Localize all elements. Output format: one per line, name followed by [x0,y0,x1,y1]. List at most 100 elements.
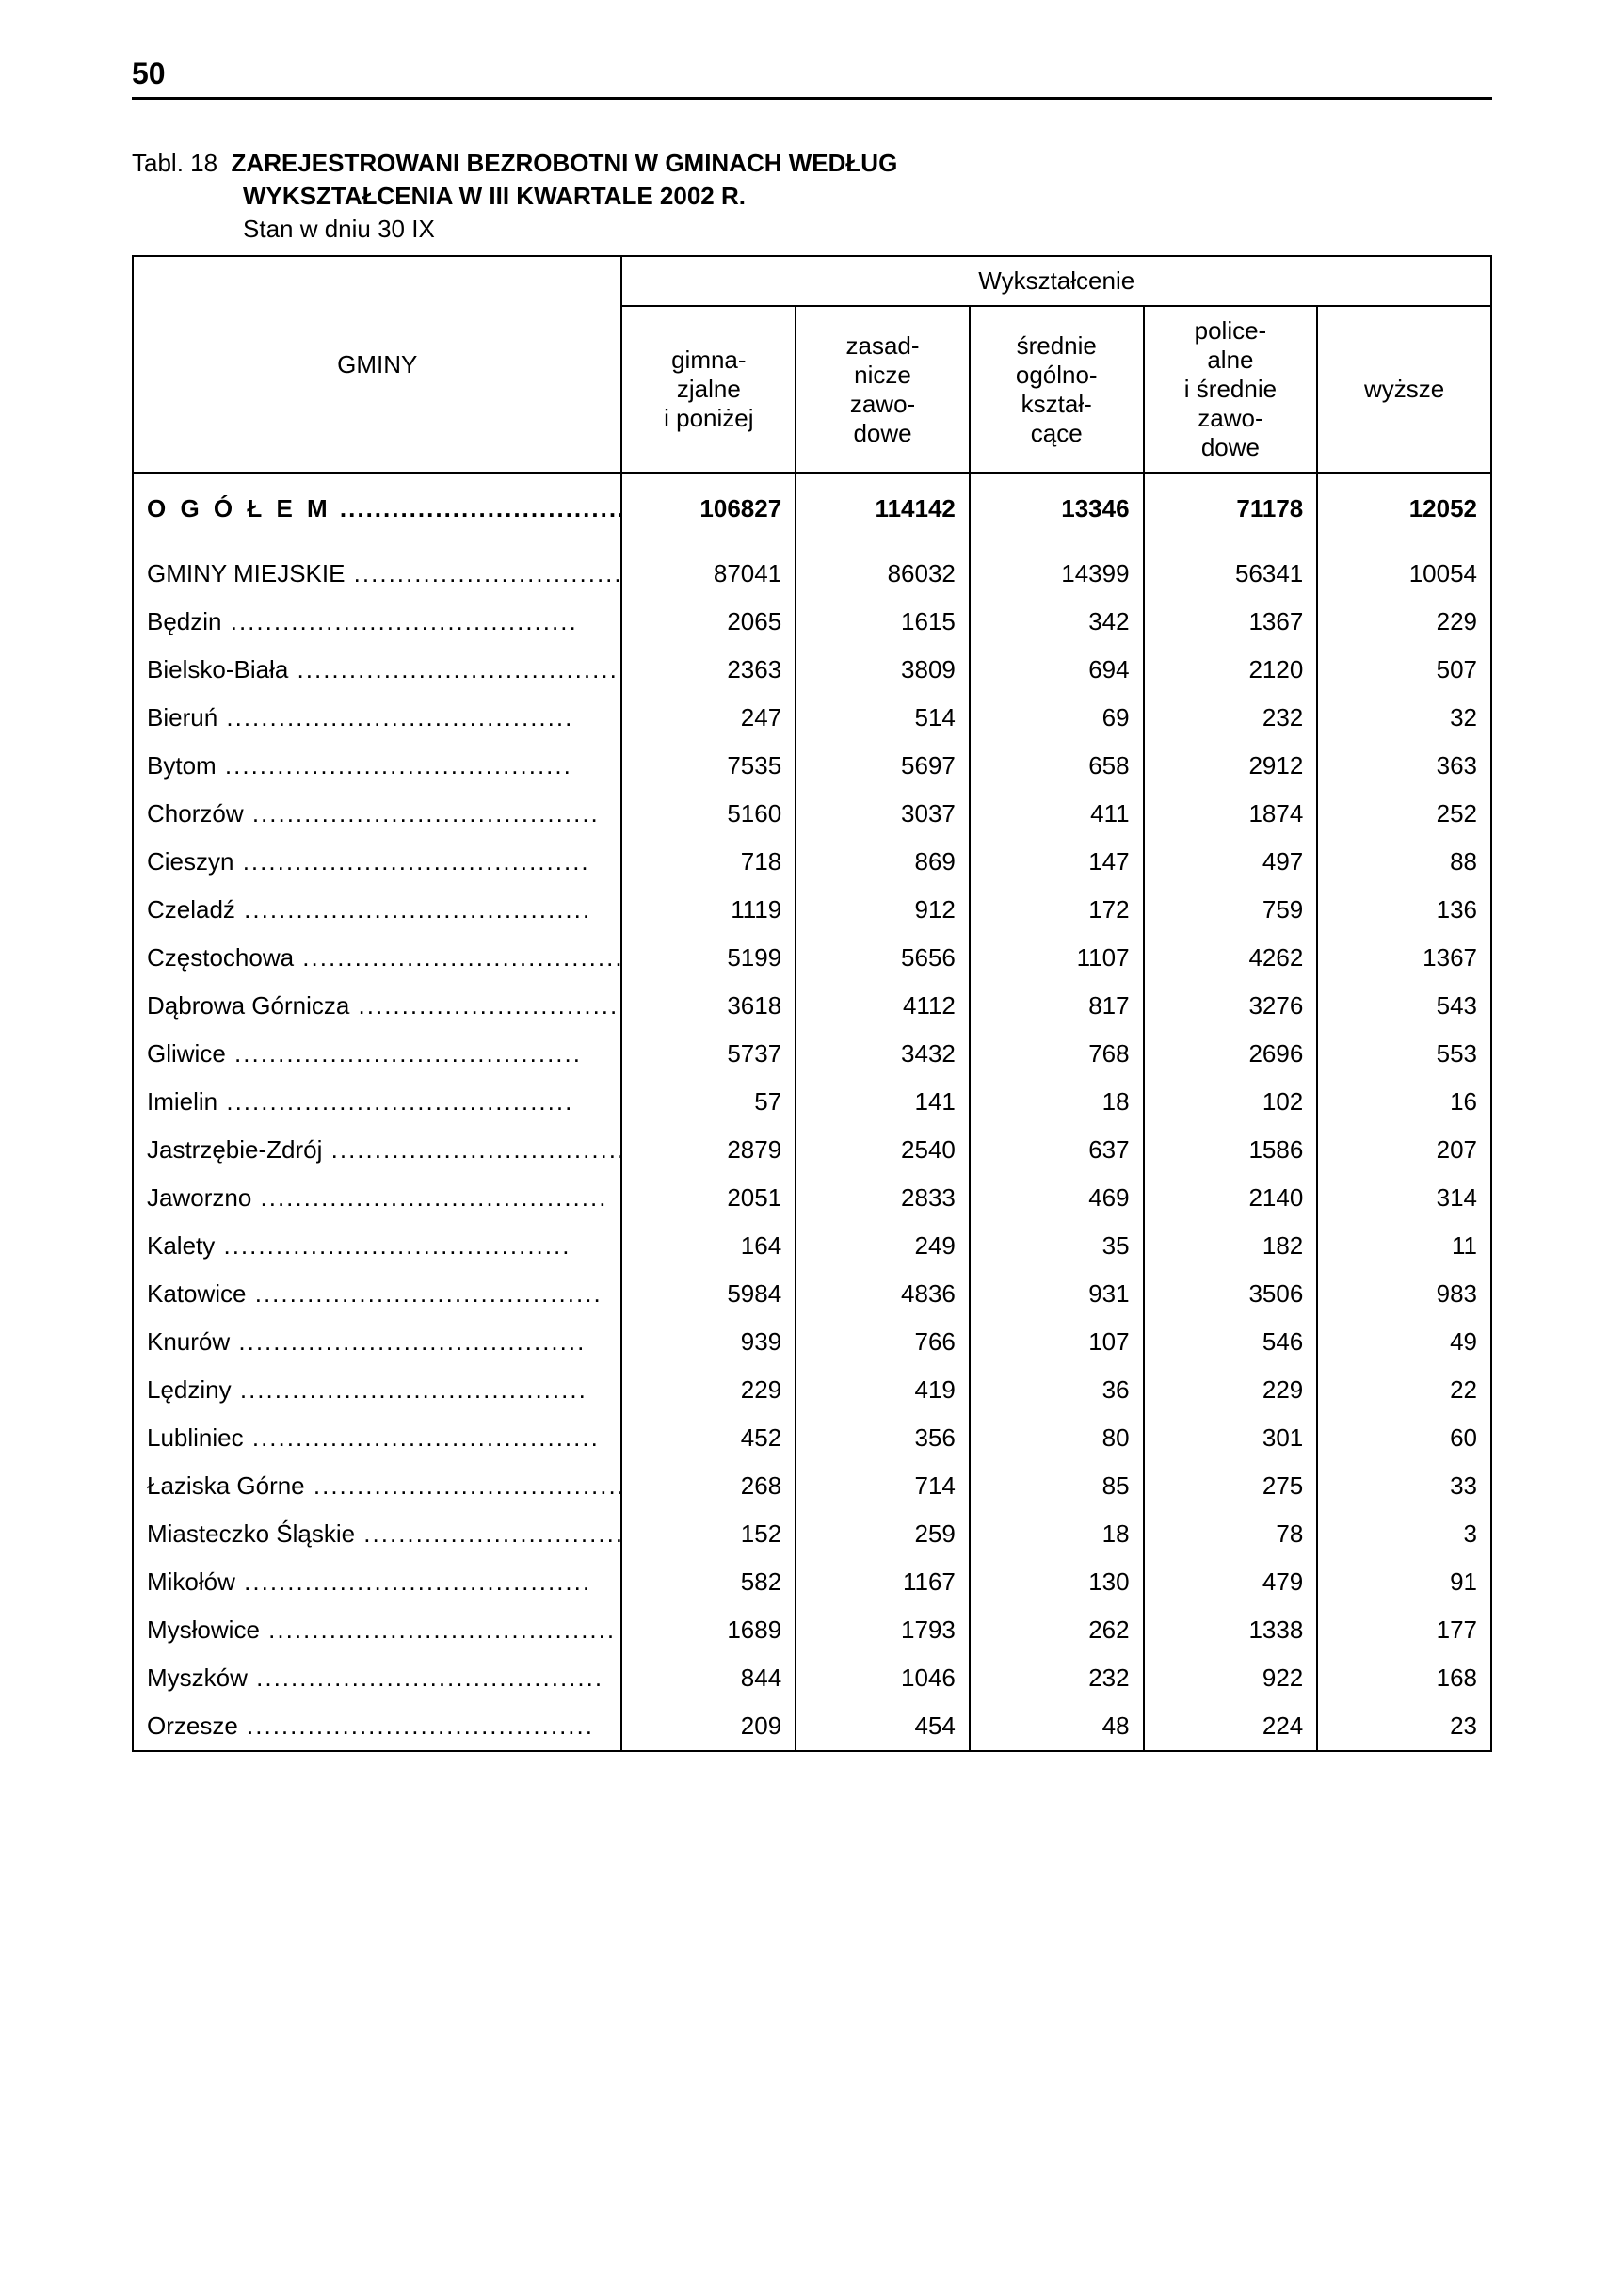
table-row: Łaziska Górne ..........................… [133,1462,1491,1510]
row-value: 14399 [970,544,1144,598]
row-value: 136 [1317,886,1491,934]
row-label-text: Jaworzno [147,1183,251,1212]
row-label: Bieruń .................................… [133,694,621,742]
row-value: 7535 [621,742,796,790]
row-label-text: Jastrzębie-Zdrój [147,1135,322,1164]
data-table: GMINY Wykształcenie gimna- zjalne i poni… [132,255,1492,1752]
table-row: Lędziny ................................… [133,1366,1491,1414]
row-label: Łaziska Górne ..........................… [133,1462,621,1510]
row-label: Bielsko-Biała ..........................… [133,646,621,694]
table-row: Bieruń .................................… [133,694,1491,742]
row-value: 56341 [1144,544,1318,598]
row-value: 106827 [621,473,796,544]
row-value: 2140 [1144,1174,1318,1222]
row-value: 2912 [1144,742,1318,790]
row-value: 1615 [796,598,970,646]
table-row: Gliwice ................................… [133,1030,1491,1078]
row-value: 452 [621,1414,796,1462]
row-value: 5656 [796,934,970,982]
row-value: 11 [1317,1222,1491,1270]
table-row: Jaworzno ...............................… [133,1174,1491,1222]
row-value: 147 [970,838,1144,886]
row-label-dots: ........................................ [230,1327,586,1356]
table-row: Czeladź ................................… [133,886,1491,934]
row-label-dots: ........................................ [222,607,578,635]
row-label-text: Cieszyn [147,847,233,876]
row-value: 983 [1317,1270,1491,1318]
row-value: 1793 [796,1606,970,1654]
row-value: 363 [1317,742,1491,790]
row-value: 658 [970,742,1144,790]
title-line1 [224,149,231,177]
table-row: Cieszyn ................................… [133,838,1491,886]
row-label-dots: ........................................ [288,655,621,683]
row-value: 514 [796,694,970,742]
row-value: 637 [970,1126,1144,1174]
row-value: 168 [1317,1654,1491,1702]
table-row: O G Ó Ł E M ............................… [133,473,1491,544]
row-value: 182 [1144,1222,1318,1270]
col-header-group: Wykształcenie [621,256,1491,306]
row-label-dots: ........................................ [235,895,591,924]
row-label: Lubliniec ..............................… [133,1414,621,1462]
row-label: Bytom ..................................… [133,742,621,790]
row-value: 71178 [1144,473,1318,544]
row-value: 49 [1317,1318,1491,1366]
row-label-dots: ........................................ [322,1135,621,1164]
row-value: 69 [970,694,1144,742]
row-label-dots: ........................................ [248,1664,603,1692]
row-label: Orzesze ................................… [133,1702,621,1751]
row-label-text: Orzesze [147,1712,238,1740]
row-value: 259 [796,1510,970,1558]
row-label-dots: ........................................ [294,943,621,972]
row-value: 912 [796,886,970,934]
row-value: 714 [796,1462,970,1510]
row-label: GMINY MIEJSKIE .........................… [133,544,621,598]
table-row: Kalety .................................… [133,1222,1491,1270]
row-label: Częstochowa ............................… [133,934,621,982]
row-label: Jaworzno ...............................… [133,1174,621,1222]
table-row: Częstochowa ............................… [133,934,1491,982]
row-value: 314 [1317,1174,1491,1222]
row-label-text: Mysłowice [147,1616,260,1644]
row-label-text: Katowice [147,1279,247,1308]
row-value: 10054 [1317,544,1491,598]
row-value: 32 [1317,694,1491,742]
row-label-text: Knurów [147,1327,230,1356]
row-value: 411 [970,790,1144,838]
row-label: Czeladź ................................… [133,886,621,934]
row-value: 817 [970,982,1144,1030]
row-label: Lędziny ................................… [133,1366,621,1414]
row-value: 13346 [970,473,1144,544]
row-label: Chorzów ................................… [133,790,621,838]
table-row: Bytom ..................................… [133,742,1491,790]
row-value: 2696 [1144,1030,1318,1078]
table-row: Imielin ................................… [133,1078,1491,1126]
row-value: 60 [1317,1414,1491,1462]
table-row: Myszków ................................… [133,1654,1491,1702]
row-value: 582 [621,1558,796,1606]
row-value: 275 [1144,1462,1318,1510]
row-value: 229 [621,1366,796,1414]
row-value: 232 [1144,694,1318,742]
row-value: 33 [1317,1462,1491,1510]
row-label: Imielin ................................… [133,1078,621,1126]
row-value: 172 [970,886,1144,934]
row-label-text: Gliwice [147,1039,226,1068]
row-label-text: Imielin [147,1087,217,1116]
row-value: 130 [970,1558,1144,1606]
row-value: 164 [621,1222,796,1270]
row-value: 177 [1317,1606,1491,1654]
row-value: 114142 [796,473,970,544]
row-value: 718 [621,838,796,886]
row-label: Mysłowice ..............................… [133,1606,621,1654]
row-label-dots: ........................................ [233,847,589,876]
row-value: 5984 [621,1270,796,1318]
row-value: 1107 [970,934,1144,982]
row-label-dots: ........................................ [331,494,622,523]
page-number: 50 [132,56,1492,100]
row-label-text: Łaziska Górne [147,1471,305,1500]
row-label-dots: ........................................ [217,751,572,780]
row-value: 497 [1144,838,1318,886]
table-row: Będzin .................................… [133,598,1491,646]
